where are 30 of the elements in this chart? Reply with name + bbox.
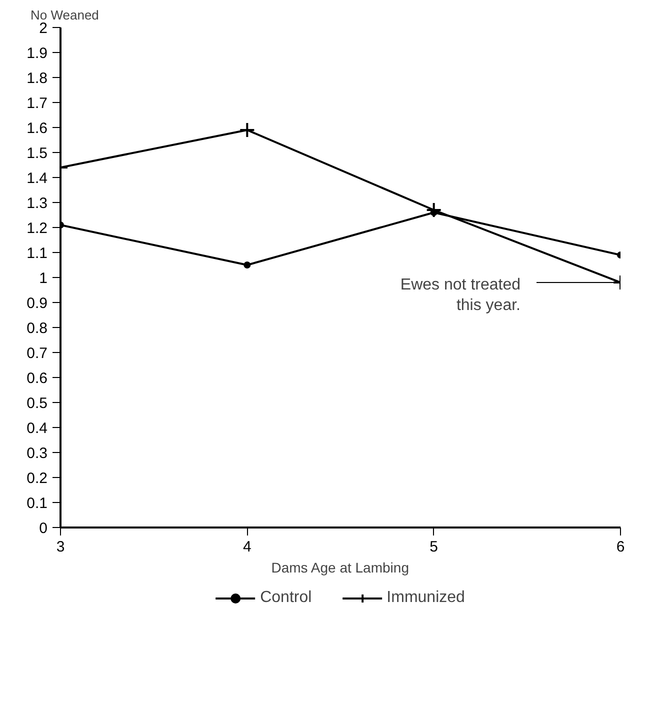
legend-label: Control — [260, 589, 312, 607]
y-tick-label: 0.5 — [26, 395, 48, 412]
y-axis-title: No Weaned — [30, 8, 99, 22]
y-tick-label: 1.5 — [26, 145, 48, 162]
y-tick-label: 0.4 — [26, 420, 48, 437]
y-tick-label: 1.3 — [26, 195, 48, 212]
y-tick-label: 1.6 — [26, 120, 48, 137]
legend-label: Immunized — [386, 589, 465, 607]
y-tick-label: 0.6 — [26, 370, 48, 387]
annotation: Ewes not treated this year. — [400, 276, 521, 314]
y-tick-label: 1.8 — [26, 70, 48, 87]
y-tick-label: 1.7 — [26, 95, 48, 112]
x-tick-label: 3 — [56, 538, 65, 556]
y-tick-label: 0.1 — [26, 495, 48, 512]
x-axis-title: Dams Age at Lambing — [271, 560, 409, 576]
y-tick-label: 0 — [39, 520, 48, 537]
x-tick-label: 4 — [242, 538, 252, 556]
x-tick-label: 6 — [616, 538, 625, 556]
y-tick-label: 1 — [39, 270, 48, 287]
y-tick-label: 0.9 — [26, 295, 48, 312]
y-tick-label: 1.4 — [26, 170, 48, 187]
y-tick-label: 0.7 — [26, 345, 48, 362]
y-tick-label: 1.1 — [26, 245, 48, 262]
y-tick-label: 1.9 — [26, 45, 48, 62]
y-tick-label: 0.2 — [26, 470, 48, 487]
y-tick-label: 0.3 — [26, 445, 48, 462]
y-tick-label: 0.8 — [26, 320, 48, 337]
x-tick-label: 5 — [430, 538, 438, 556]
y-tick-label: 2 — [39, 20, 48, 37]
y-tick-label: 1.2 — [26, 220, 48, 237]
